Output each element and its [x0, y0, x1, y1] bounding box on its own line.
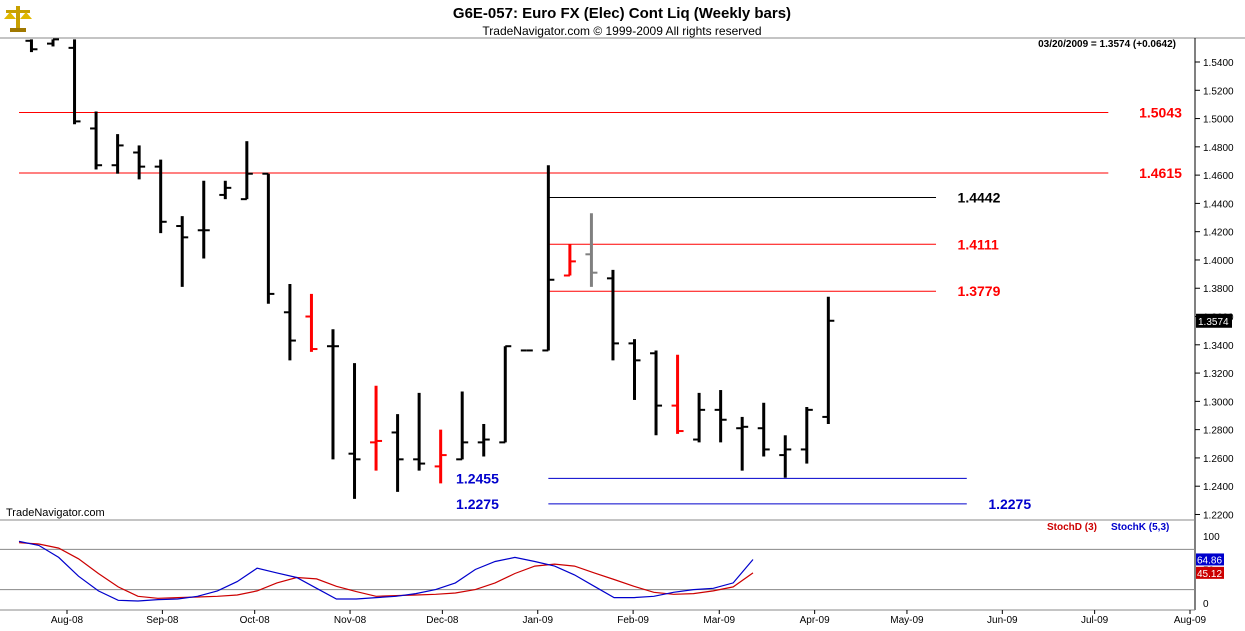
level-label: 1.4615: [1139, 165, 1182, 181]
price-axis: 1.5400 1.5200 1.5000 1.4800 1.4600 1.4400 1.42…: [1195, 58, 1234, 521]
ohlc-bar: [326, 329, 339, 460]
price-tick-label: 1.3400: [1203, 341, 1234, 352]
level-label: 1.3779: [958, 283, 1001, 299]
price-bars: [25, 38, 835, 499]
ohlc-bar: [413, 392, 426, 471]
ohlc-bar: [585, 213, 598, 287]
ohlc-bar: [736, 416, 749, 471]
watermark-text: TradeNavigator.com: [6, 507, 105, 519]
series-last-label: 45.12: [1197, 569, 1222, 580]
level-label: 1.2275: [988, 496, 1031, 512]
price-tick-label: 1.5400: [1203, 58, 1234, 69]
ohlc-bar: [434, 429, 447, 484]
ohlc-bar: [391, 414, 404, 492]
ohlc-bar: [671, 354, 684, 434]
price-tick-label: 1.4200: [1203, 228, 1234, 239]
series-line-stochK: [18, 540, 754, 602]
price-tick-label: 1.3800: [1203, 284, 1234, 295]
ohlc-bar: [606, 269, 619, 361]
price-tick-label: 1.3000: [1203, 397, 1234, 408]
ohlc-bar: [800, 407, 813, 464]
ohlc-bar: [628, 339, 641, 400]
level-label: 1.4442: [958, 189, 1001, 205]
price-tick-label: 1.2800: [1203, 426, 1234, 437]
ohlc-bar: [176, 216, 189, 287]
time-tick-label: May-09: [890, 615, 924, 626]
ohlc-bar: [499, 345, 512, 444]
copyright-text: TradeNavigator.com © 1999-2009 All right…: [482, 24, 761, 38]
last-quote-readout: 03/20/2009 = 1.3574 (+0.0642): [1038, 39, 1176, 50]
series-value-tag: [1196, 566, 1224, 579]
ohlc-bar: [822, 296, 835, 424]
time-tick-label: Sep-08: [146, 615, 179, 626]
time-tick-label: Feb-09: [617, 615, 649, 626]
time-tick-label: Jul-09: [1081, 615, 1109, 626]
legend-stochK: StochK (5,3): [1111, 522, 1169, 533]
time-tick-label: Jan-09: [522, 615, 553, 626]
ohlc-bar: [563, 244, 576, 277]
ohlc-bar: [240, 141, 253, 201]
osc-tick-label: 100: [1203, 532, 1220, 543]
ohlc-bar: [25, 39, 38, 53]
price-tick-label: 1.4600: [1203, 171, 1234, 182]
series-last-label: 64.86: [1197, 555, 1222, 566]
time-tick-label: Nov-08: [334, 615, 367, 626]
chart-title: G6E-057: Euro FX (Elec) Cont Liq (Weekly…: [453, 5, 791, 22]
time-tick-label: Jun-09: [987, 615, 1018, 626]
ohlc-bar: [283, 283, 296, 361]
time-tick-label: Dec-08: [426, 615, 459, 626]
legend-stochD: StochD (3): [1047, 522, 1097, 533]
ohlc-bar: [47, 38, 59, 47]
time-tick-label: Aug-09: [1174, 615, 1207, 626]
osc-tick-label: 0: [1203, 599, 1209, 610]
ohlc-bar: [154, 159, 167, 234]
scales-logo-icon: [4, 6, 32, 32]
price-tick-label: 1.3200: [1203, 369, 1234, 380]
ohlc-bar: [111, 134, 124, 174]
ohlc-bar: [90, 111, 103, 170]
level-label-left: 1.2275: [456, 496, 499, 512]
series-value-tag: [1196, 553, 1224, 566]
ohlc-bar: [477, 423, 490, 457]
ohlc-bar: [542, 165, 555, 352]
time-tick-label: Oct-08: [240, 615, 270, 626]
ohlc-bar: [68, 39, 81, 125]
level-label: 1.4111: [958, 236, 999, 252]
series-line-stochD: [18, 542, 754, 599]
ohlc-bar: [262, 172, 275, 304]
price-tick-label: 1.5000: [1203, 115, 1234, 126]
ohlc-bar: [714, 390, 727, 443]
price-tick-label: 1.2400: [1203, 482, 1234, 493]
ohlc-bar: [693, 392, 706, 443]
time-tick-label: Aug-08: [51, 615, 84, 626]
ohlc-bar: [757, 402, 770, 457]
ohlc-bar: [348, 363, 361, 499]
time-axis: Aug-08 Sep-08 Oct-08 Nov-08 Dec-08 Jan-09 Feb-…: [51, 610, 1207, 626]
ohlc-bar: [370, 385, 383, 471]
ohlc-bar: [779, 435, 792, 478]
ohlc-bar: [305, 293, 318, 352]
support-resistance-levels: 1.5043 1.4615 1.4442 1.4111 1.3779 1.2455 1.22…: [19, 104, 1182, 512]
price-tick-label: 1.4000: [1203, 256, 1234, 267]
time-tick-label: Apr-09: [800, 615, 830, 626]
last-price-label: 1.3574: [1198, 317, 1229, 328]
ohlc-bar: [650, 350, 663, 436]
ohlc-bar: [197, 180, 210, 259]
time-tick-label: Mar-09: [703, 615, 735, 626]
last-price-tag: [1196, 313, 1232, 328]
price-tick-label: 1.2600: [1203, 454, 1234, 465]
price-tick-label: 1.4800: [1203, 143, 1234, 154]
level-label-left: 1.2455: [456, 470, 499, 486]
ohlc-bar: [219, 180, 232, 200]
level-label: 1.5043: [1139, 104, 1182, 120]
ohlc-bar: [133, 145, 146, 180]
price-tick-label: 1.4400: [1203, 199, 1234, 210]
price-tick-label: 1.5200: [1203, 86, 1234, 97]
ohlc-bar: [456, 391, 469, 461]
price-tick-label: 1.2200: [1203, 510, 1234, 521]
